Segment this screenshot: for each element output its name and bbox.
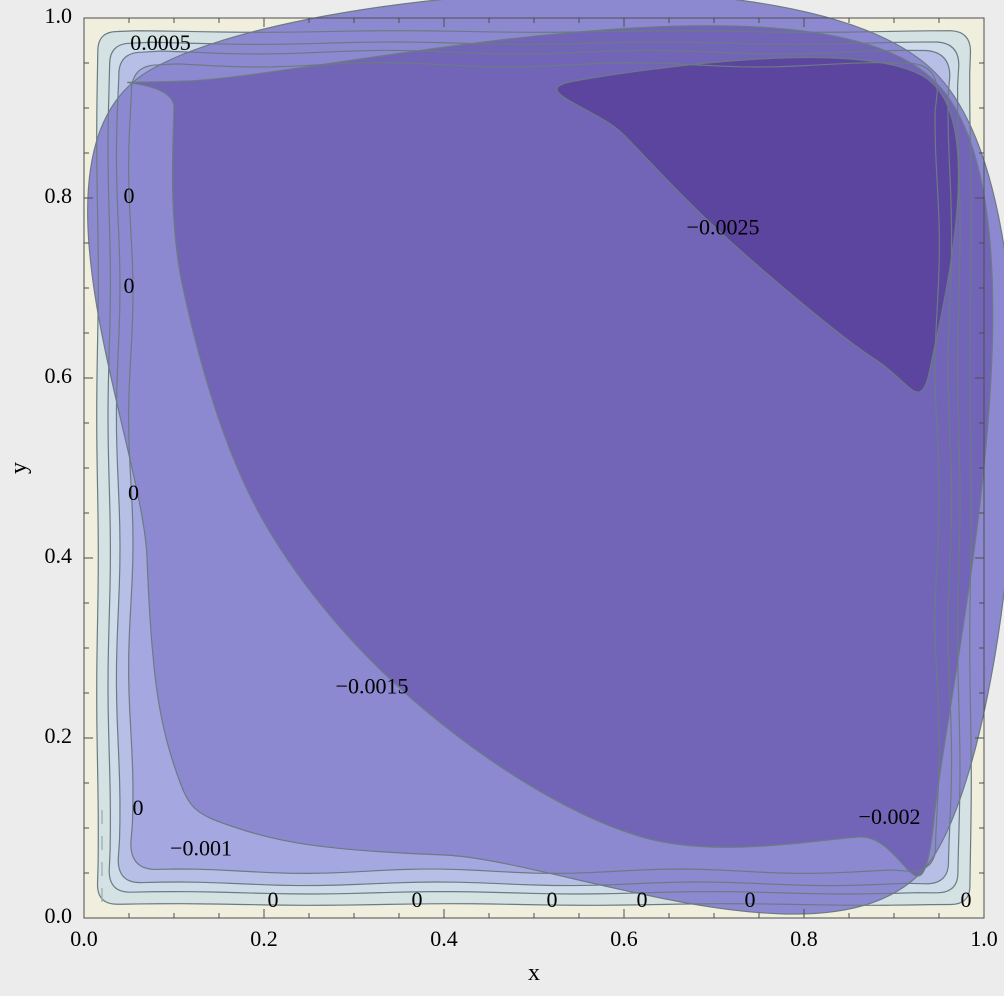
y-tick-label: 0.0 — [45, 903, 73, 928]
y-tick-label: 0.2 — [45, 723, 73, 748]
contour-label: 0 — [133, 795, 144, 820]
contour-plot: 0.00050000−0.001−0.0015−0.002−0.00250000… — [0, 0, 1004, 996]
contour-label: 0 — [412, 887, 423, 912]
x-tick-label: 0.4 — [430, 926, 458, 951]
contour-label: 0 — [745, 887, 756, 912]
x-tick-label: 0.6 — [610, 926, 638, 951]
x-tick-label: 0.0 — [70, 926, 98, 951]
chart-container: { "chart": { "type": "contour", "canvas"… — [0, 0, 1004, 996]
contour-label: 0 — [124, 183, 135, 208]
contour-label: 0 — [268, 887, 279, 912]
contour-label: 0 — [128, 480, 139, 505]
contour-label: 0 — [961, 887, 972, 912]
x-axis-label: x — [528, 960, 540, 986]
contour-label: −0.0025 — [687, 215, 760, 240]
y-tick-label: 0.8 — [45, 183, 73, 208]
y-tick-label: 1.0 — [45, 3, 73, 28]
x-tick-label: 0.8 — [790, 926, 818, 951]
contour-label: −0.001 — [170, 836, 232, 861]
x-tick-label: 0.2 — [250, 926, 278, 951]
x-tick-label: 1.0 — [970, 926, 998, 951]
y-tick-label: 0.4 — [45, 543, 73, 568]
contour-bands — [88, 0, 1004, 914]
contour-label: 0 — [637, 887, 648, 912]
contour-label: 0 — [547, 887, 558, 912]
contour-label: 0.0005 — [130, 30, 191, 55]
contour-label: −0.0015 — [336, 674, 409, 699]
contour-label: −0.002 — [859, 804, 921, 829]
y-axis-label: y — [6, 462, 32, 474]
y-tick-label: 0.6 — [45, 363, 73, 388]
contour-label: 0 — [124, 273, 135, 298]
